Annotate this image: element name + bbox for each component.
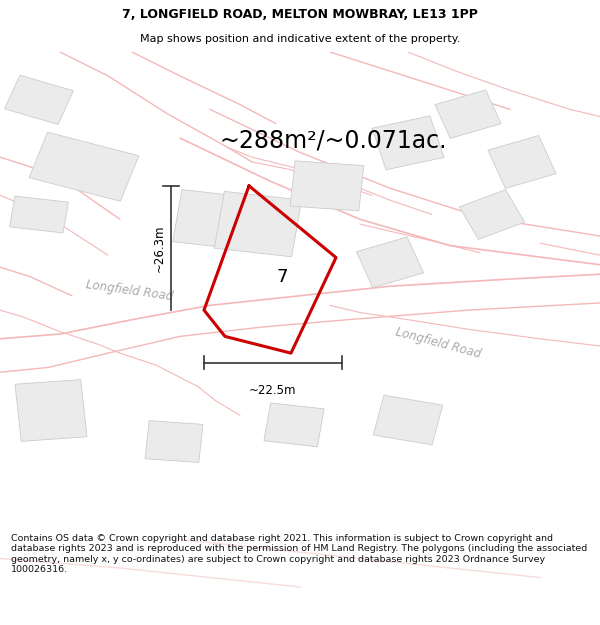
Text: ~26.3m: ~26.3m [152, 224, 166, 272]
Text: ~288m²/~0.071ac.: ~288m²/~0.071ac. [219, 128, 446, 152]
Bar [10, 196, 68, 233]
Bar [145, 421, 203, 462]
Bar [372, 116, 444, 170]
Bar [290, 161, 364, 211]
Text: Longfield Road: Longfield Road [394, 326, 482, 361]
Bar [5, 75, 73, 124]
Text: Contains OS data © Crown copyright and database right 2021. This information is : Contains OS data © Crown copyright and d… [11, 534, 587, 574]
Bar [173, 189, 247, 249]
Text: ~22.5m: ~22.5m [249, 384, 297, 398]
Bar [488, 136, 556, 188]
Text: Map shows position and indicative extent of the property.: Map shows position and indicative extent… [140, 34, 460, 44]
Bar [15, 379, 87, 441]
Text: 7: 7 [276, 268, 288, 286]
Bar [460, 190, 524, 239]
Bar [214, 191, 302, 257]
Text: Longfield Road: Longfield Road [85, 279, 173, 304]
Bar [356, 237, 424, 288]
Bar [264, 403, 324, 447]
Text: 7, LONGFIELD ROAD, MELTON MOWBRAY, LE13 1PP: 7, LONGFIELD ROAD, MELTON MOWBRAY, LE13 … [122, 8, 478, 21]
Bar [29, 132, 139, 201]
Bar [373, 395, 443, 445]
Bar [435, 90, 501, 138]
